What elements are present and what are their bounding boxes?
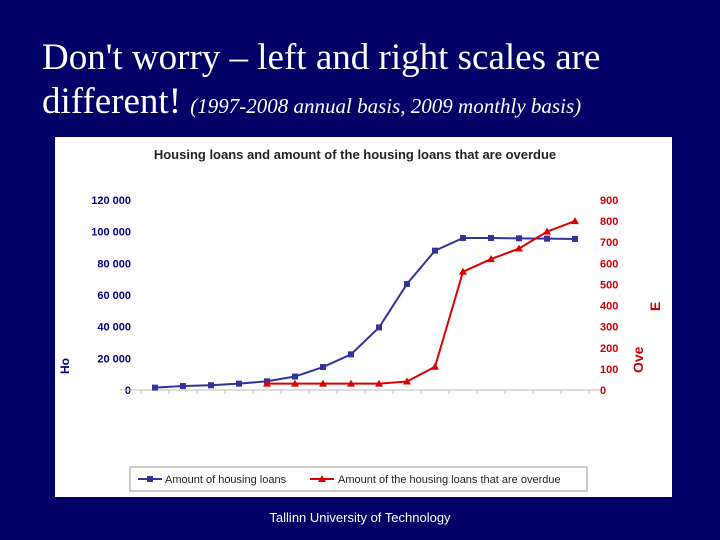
chart-panel: Housing loans and amount of the housing … xyxy=(55,137,672,497)
left-tick-label: 120 000 xyxy=(91,195,131,207)
data-point-overdue-loans xyxy=(431,362,439,370)
right-tick-label: 100 xyxy=(600,364,618,376)
data-point-overdue-loans xyxy=(319,379,327,387)
right-axis-label: Ove xyxy=(630,346,646,373)
data-point-overdue-loans xyxy=(487,255,495,263)
line-chart: Housing loans and amount of the housing … xyxy=(58,147,663,492)
left-tick-label: 20 000 xyxy=(97,353,131,365)
right-tick-label: 900 xyxy=(600,195,618,207)
left-axis-ticks: 0 20 000 40 000 60 000 80 000 100 000 120 000 xyxy=(91,195,131,397)
data-point-overdue-loans xyxy=(347,379,355,387)
x-axis-ticks xyxy=(140,390,590,394)
data-point-housing-loans xyxy=(572,235,578,242)
right-axis-ticks: 0 100 200 300 400 500 600 700 800 900 xyxy=(600,195,618,397)
slide-title: Don't worry – left and right scales are … xyxy=(42,36,702,128)
chart-title: Housing loans and amount of the housing … xyxy=(154,147,556,162)
data-point-housing-loans xyxy=(488,235,494,241)
footer-text: Tallinn University of Technology xyxy=(269,510,451,525)
slide-title-main: Don't worry – left and right scales are … xyxy=(42,37,601,122)
left-axis-label: Ho xyxy=(58,358,72,374)
data-point-housing-loans xyxy=(376,324,382,331)
right-tick-label: 400 xyxy=(600,301,618,313)
right-tick-label: 700 xyxy=(600,237,618,249)
left-tick-label: 0 xyxy=(125,385,131,397)
series-line-housing-loans xyxy=(154,237,576,389)
right-tick-label: 800 xyxy=(600,216,618,228)
data-point-overdue-loans xyxy=(459,267,467,275)
right-tick-label: 300 xyxy=(600,322,618,334)
slide-title-sub: (1997-2008 annual basis, 2009 monthly ba… xyxy=(190,94,582,118)
right-tick-label: 200 xyxy=(600,343,618,355)
data-point-housing-loans xyxy=(208,382,214,389)
right-tick-label: 600 xyxy=(600,258,618,270)
data-point-overdue-loans xyxy=(375,379,383,387)
right-tick-label: 500 xyxy=(600,279,618,291)
data-point-housing-loans xyxy=(292,373,298,380)
data-point-housing-loans xyxy=(460,235,466,241)
series-overdue-loans xyxy=(263,217,579,387)
data-point-overdue-loans xyxy=(571,217,579,225)
data-point-overdue-loans xyxy=(543,227,551,235)
left-tick-label: 40 000 xyxy=(97,322,131,334)
data-point-overdue-loans xyxy=(403,377,411,385)
data-point-housing-loans xyxy=(544,235,550,242)
data-point-overdue-loans xyxy=(291,379,299,387)
legend-loans-marker xyxy=(147,476,153,482)
data-point-housing-loans xyxy=(516,235,522,242)
legend-overdue-label: Amount of the housing loans that are ove… xyxy=(338,474,561,486)
data-point-housing-loans xyxy=(348,351,354,358)
legend: Amount of housing loans Amount of the ho… xyxy=(129,466,588,492)
data-point-housing-loans xyxy=(180,383,186,390)
data-point-housing-loans xyxy=(320,364,326,371)
series-line-overdue-loans xyxy=(267,220,576,385)
legend-overdue-marker xyxy=(318,475,326,482)
legend-loans-label: Amount of housing loans xyxy=(165,474,287,486)
left-tick-label: 60 000 xyxy=(97,290,131,302)
data-point-housing-loans xyxy=(432,247,438,254)
data-point-housing-loans xyxy=(404,280,410,287)
series-housing-loans xyxy=(152,235,578,391)
data-point-housing-loans xyxy=(152,384,158,391)
data-point-housing-loans xyxy=(236,380,242,387)
data-point-overdue-loans xyxy=(515,244,523,252)
right-tick-label: 0 xyxy=(600,385,606,397)
data-point-overdue-loans xyxy=(263,379,271,387)
left-tick-label: 100 000 xyxy=(91,227,131,239)
right-axis-marker: E xyxy=(647,302,663,311)
left-tick-label: 80 000 xyxy=(97,258,131,270)
legend-box xyxy=(129,466,588,492)
